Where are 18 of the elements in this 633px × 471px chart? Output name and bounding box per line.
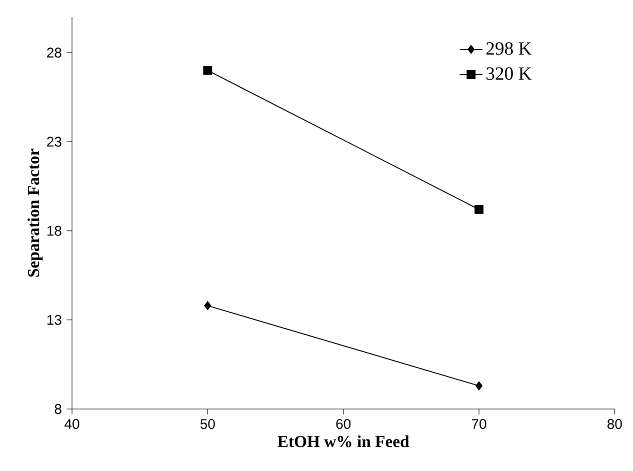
y-tick-label: 23 [47, 136, 62, 147]
x-tick-label: 60 [336, 419, 351, 429]
y-tick-label: 13 [47, 314, 62, 325]
y-tick-label: 8 [54, 404, 62, 414]
point [476, 381, 482, 390]
x-axis-title: EtOH w% in Feed [278, 435, 410, 448]
point [203, 66, 212, 75]
x-tick-label: 70 [472, 419, 486, 429]
y-axis-title: Separation Factor [27, 148, 43, 277]
x-tick-label: 40 [64, 419, 80, 429]
legend-label: 298 K [486, 42, 532, 55]
x-tick-label: 80 [607, 419, 622, 429]
x-tick-label: 50 [200, 419, 215, 429]
y-tick-label: 18 [47, 226, 62, 236]
point [474, 204, 484, 214]
point [204, 301, 212, 310]
legend-label: 320 K [486, 67, 532, 80]
y-tick-label: 28 [47, 48, 62, 58]
